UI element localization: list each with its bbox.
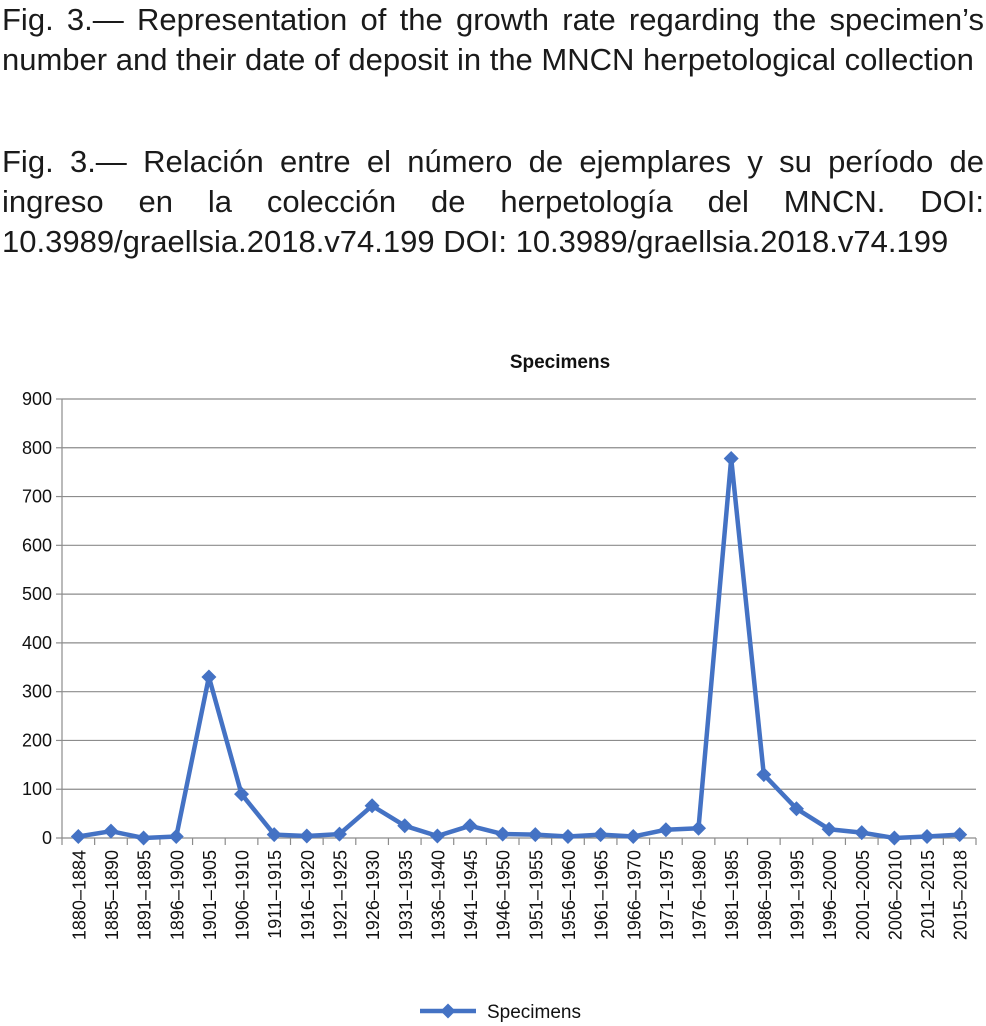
x-tick-label: 2015–2018 (951, 850, 971, 940)
data-point-marker (788, 801, 804, 817)
x-tick-label: 1991–1995 (787, 850, 807, 940)
y-tick-label: 200 (22, 730, 52, 750)
x-tick-label: 1885–1890 (102, 850, 122, 940)
x-tick-label: 1986–1990 (755, 850, 775, 940)
series-group (70, 451, 968, 846)
x-tick-label: 1916–1920 (298, 850, 318, 940)
y-tick-label: 500 (22, 584, 52, 604)
data-point-marker (364, 798, 380, 814)
data-point-marker (952, 827, 968, 843)
x-tick-label: 1901–1905 (200, 850, 220, 940)
data-point-marker (70, 829, 86, 845)
data-point-marker (691, 820, 707, 836)
x-tick-label: 1911–1915 (265, 850, 285, 939)
data-point-marker (756, 767, 772, 783)
x-tick-label: 1981–1985 (722, 850, 742, 940)
data-point-marker (397, 818, 413, 834)
data-point-marker (462, 818, 478, 834)
data-point-marker (560, 829, 576, 845)
x-axis-tick-labels: 1880–1884 1885–1890 1891–1895 1896–1900 1901… (69, 850, 970, 940)
chart-title: Specimens (510, 352, 610, 373)
data-point-marker (168, 829, 184, 845)
data-point-marker (625, 829, 641, 845)
data-point-marker (919, 829, 935, 845)
data-point-marker (821, 821, 837, 837)
legend-marker-swatch (440, 1003, 456, 1019)
y-tick-label: 900 (22, 389, 52, 409)
x-tick-label: 1996–2000 (820, 850, 840, 940)
data-point-marker (854, 825, 870, 841)
data-point-marker (886, 830, 902, 846)
x-tick-label: 1951–1955 (526, 850, 546, 940)
y-tick-label: 0 (42, 828, 52, 848)
series-line (77, 456, 960, 841)
y-tick-label: 400 (22, 633, 52, 653)
data-point-marker (331, 826, 347, 842)
x-tick-label: 1936–1940 (428, 850, 448, 940)
data-point-marker (234, 786, 250, 802)
x-tick-label: 2001–2005 (853, 850, 873, 940)
x-tick-label: 1880–1884 (69, 850, 89, 940)
x-tick-label: 1941–1945 (461, 850, 481, 940)
x-tick-label: 1906–1910 (233, 850, 253, 940)
x-tick-label: 2006–2010 (885, 850, 905, 940)
y-tick-label: 800 (22, 438, 52, 458)
data-point-marker (266, 827, 282, 843)
axes (56, 398, 977, 845)
data-point-marker (527, 827, 543, 843)
x-tick-label: 1956–1960 (559, 850, 579, 940)
x-tick-label: 1971–1975 (657, 850, 677, 940)
x-tick-label: 1931–1935 (396, 850, 416, 940)
legend-label: Specimens (487, 1002, 581, 1023)
y-tick-label: 600 (22, 535, 52, 555)
y-axis-tick-labels: 0 100 200 300 400 500 600 700 800 900 (22, 389, 52, 848)
x-tick-label: 1891–1895 (135, 850, 155, 940)
data-point-marker (723, 451, 739, 467)
data-point-marker (658, 822, 674, 838)
y-tick-label: 100 (22, 779, 52, 799)
legend: Specimens (420, 1002, 581, 1023)
data-point-marker (201, 669, 217, 685)
x-tick-label: 1961–1965 (592, 850, 612, 940)
data-point-marker (136, 830, 152, 846)
x-tick-label: 2011–2015 (918, 850, 938, 939)
data-point-marker (593, 827, 609, 843)
series-0 (70, 451, 968, 846)
data-point-marker (429, 828, 445, 844)
y-tick-label: 300 (22, 682, 52, 702)
x-tick-label: 1946–1950 (494, 850, 514, 940)
x-tick-label: 1926–1930 (363, 850, 383, 940)
x-tick-label: 1896–1900 (167, 850, 187, 940)
data-point-marker (299, 828, 315, 844)
x-tick-label: 1921–1925 (330, 850, 350, 940)
x-tick-label: 1976–1980 (690, 850, 710, 940)
x-tick-label: 1966–1970 (624, 850, 644, 940)
figure-caption-english: Fig. 3.— Representation of the growth ra… (2, 2, 984, 77)
figure-caption-spanish: Fig. 3.— Relación entre el número de eje… (2, 144, 984, 259)
line-chart: Specimens 0 100 200 300 400 500 600 700 800 900 1… (22, 352, 977, 1023)
data-point-marker (495, 826, 511, 842)
data-point-marker (103, 823, 119, 839)
y-tick-label: 700 (22, 487, 52, 507)
